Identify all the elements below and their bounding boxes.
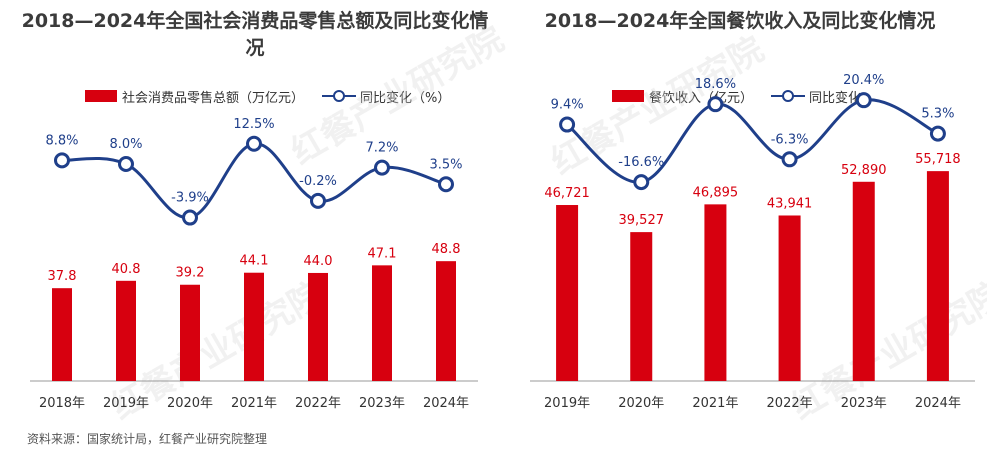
line-value-label: -3.9% <box>171 191 209 206</box>
left-chart-title: 2018—2024年全国社会消费品零售总额及同比变化情况 <box>21 10 489 59</box>
x-tick-label: 2023年 <box>359 396 405 411</box>
line-point <box>438 176 454 193</box>
line-point <box>246 135 262 152</box>
bar-value-label: 37.8 <box>48 269 77 284</box>
bar <box>180 284 200 381</box>
line-point <box>118 156 134 172</box>
line-point <box>54 152 70 169</box>
x-tick-label: 2023年 <box>841 396 887 411</box>
line-point <box>633 174 650 191</box>
bar <box>630 232 653 381</box>
legend-bar-swatch <box>612 90 644 102</box>
right-legend: 餐饮收入（亿元） 同比变化 <box>612 84 861 108</box>
x-tick-label: 2018年 <box>39 396 85 411</box>
bar <box>852 181 875 381</box>
line-value-label: 18.6% <box>695 77 736 92</box>
right-chart-title: 2018—2024年全国餐饮收入及同比变化情况 <box>544 10 936 32</box>
x-tick-label: 2024年 <box>915 396 961 411</box>
line-value-label: 7.2% <box>365 141 398 156</box>
legend-bar-label: 社会消费品零售总额（万亿元） <box>122 90 305 106</box>
left-legend: 社会消费品零售总额（万亿元） 同比变化（%） <box>85 84 450 108</box>
source-note: 资料来源：国家统计局，红餐产业研究院整理 <box>27 432 268 446</box>
bar-value-label: 46,721 <box>544 186 590 201</box>
x-tick-label: 2021年 <box>231 396 277 411</box>
legend-bar-swatch <box>85 90 117 102</box>
bar <box>52 288 72 381</box>
bar-value-label: 48.8 <box>432 242 461 257</box>
line-value-label: 9.4% <box>551 98 584 113</box>
x-tick-label: 2019年 <box>103 396 149 411</box>
x-tick-label: 2022年 <box>767 396 813 411</box>
x-tick-label: 2021年 <box>692 396 738 411</box>
line-value-label: 12.5% <box>233 117 274 132</box>
x-tick-label: 2019年 <box>544 396 590 411</box>
line-point <box>374 159 390 176</box>
line-point <box>310 192 326 209</box>
line-value-label: -0.2% <box>299 174 337 189</box>
bar <box>778 215 801 381</box>
legend-line-label: 同比变化（%） <box>360 90 451 106</box>
bar <box>704 204 727 381</box>
line-point <box>182 209 198 226</box>
legend-line-swatch <box>771 89 806 103</box>
bar-value-label: 43,941 <box>767 196 813 211</box>
bar-value-label: 39,527 <box>619 213 665 228</box>
x-tick-label: 2020年 <box>618 396 664 411</box>
line-value-label: 8.8% <box>45 133 78 148</box>
x-tick-label: 2022年 <box>295 396 341 411</box>
legend-line-label: 同比变化 <box>809 90 862 106</box>
bar <box>308 272 328 381</box>
bar-value-label: 40.8 <box>112 262 141 277</box>
x-tick-label: 2024年 <box>423 396 469 411</box>
bar-value-label: 44.1 <box>240 254 269 269</box>
line-value-label: -6.3% <box>771 132 809 147</box>
bar <box>436 261 456 381</box>
bar-value-label: 55,718 <box>915 152 961 167</box>
bar <box>244 272 264 381</box>
bar <box>926 171 949 381</box>
line-value-label: 8.0% <box>109 137 142 152</box>
line-point <box>781 151 798 168</box>
bar-value-label: 39.2 <box>176 266 205 281</box>
bar <box>556 205 579 381</box>
bar <box>116 280 136 381</box>
line-value-label: 20.4% <box>843 73 884 88</box>
line-point <box>855 92 872 109</box>
legend-bar-label: 餐饮收入（亿元） <box>649 90 754 106</box>
line-point <box>559 116 576 133</box>
line-value-label: 5.3% <box>921 107 954 122</box>
bar-value-label: 44.0 <box>304 254 333 269</box>
line-value-label: 3.5% <box>429 157 462 172</box>
line-point <box>707 96 724 113</box>
bar-value-label: 47.1 <box>368 246 397 261</box>
x-tick-label: 2020年 <box>167 396 213 411</box>
legend-line-swatch <box>322 89 357 103</box>
bar-value-label: 52,890 <box>841 163 887 178</box>
bar-value-label: 46,895 <box>693 185 739 200</box>
line-value-label: -16.6% <box>618 155 664 170</box>
line-point <box>929 125 946 142</box>
bar <box>372 265 392 381</box>
